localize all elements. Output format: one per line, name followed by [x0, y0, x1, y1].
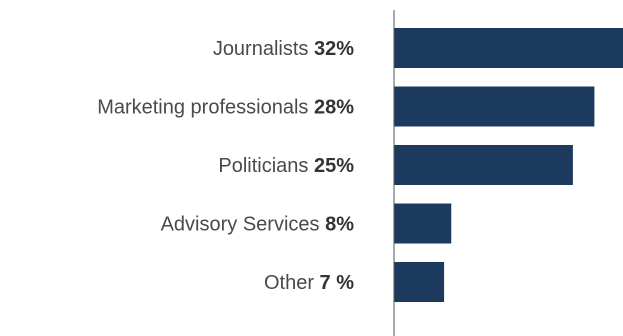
bar-4 — [394, 262, 445, 302]
value-label: 7 % — [320, 272, 355, 294]
value-label: 25% — [314, 155, 354, 177]
category-name: Journalists — [213, 38, 314, 60]
category-label-4: Other 7 % — [264, 272, 354, 294]
value-label: 28% — [314, 97, 354, 119]
category-label-2: Politicians 25% — [218, 155, 354, 177]
bar-0 — [394, 28, 623, 68]
value-label: 32% — [314, 38, 354, 60]
bar-1 — [394, 86, 595, 127]
category-name: Other — [264, 272, 320, 294]
category-name: Advisory Services — [161, 214, 326, 236]
category-labels-group: Journalists 32% Marketing professionals 2… — [97, 38, 354, 294]
category-name: Politicians — [218, 155, 314, 177]
bar-3 — [394, 203, 452, 244]
category-label-3: Advisory Services 8% — [161, 214, 355, 236]
bar-2 — [394, 145, 573, 185]
bars-group — [394, 28, 623, 302]
category-label-1: Marketing professionals 28% — [97, 97, 354, 119]
category-name: Marketing professionals — [97, 97, 314, 119]
value-label: 8% — [325, 214, 354, 236]
category-label-0: Journalists 32% — [213, 38, 354, 60]
